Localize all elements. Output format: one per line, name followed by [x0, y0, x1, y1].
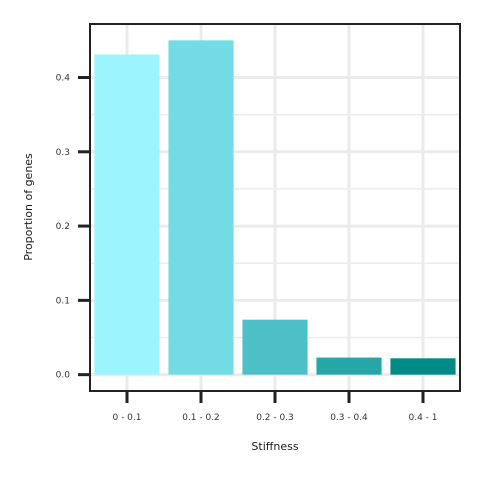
y-axis-title: Proportion of genes: [22, 153, 35, 261]
bar: [316, 357, 382, 375]
x-axis-ticks: 0 - 0.1 0.1 - 0.2 0.2 - 0.3 0.3 - 0.4 0.4 - …: [112, 391, 438, 423]
x-tick-label: 0.2 - 0.3: [256, 413, 294, 423]
bars: [94, 40, 456, 375]
bar: [168, 40, 234, 375]
bar: [94, 54, 160, 375]
y-tick-label: 0.2: [56, 222, 70, 232]
x-tick-label: 0.1 - 0.2: [182, 413, 220, 423]
y-tick-label: 0.3: [56, 148, 70, 158]
bar: [242, 319, 308, 375]
y-tick-label: 0.0: [56, 371, 71, 381]
x-tick-label: 0.4 - 1: [408, 413, 437, 423]
y-tick-label: 0.4: [56, 73, 71, 83]
bar: [390, 358, 456, 375]
y-tick-label: 0.1: [56, 296, 70, 306]
x-axis-title: Stiffness: [251, 440, 298, 453]
x-tick-label: 0.3 - 0.4: [330, 413, 368, 423]
x-tick-label: 0 - 0.1: [112, 413, 141, 423]
y-axis-ticks: 0.0 0.1 0.2 0.3 0.4: [56, 73, 90, 381]
